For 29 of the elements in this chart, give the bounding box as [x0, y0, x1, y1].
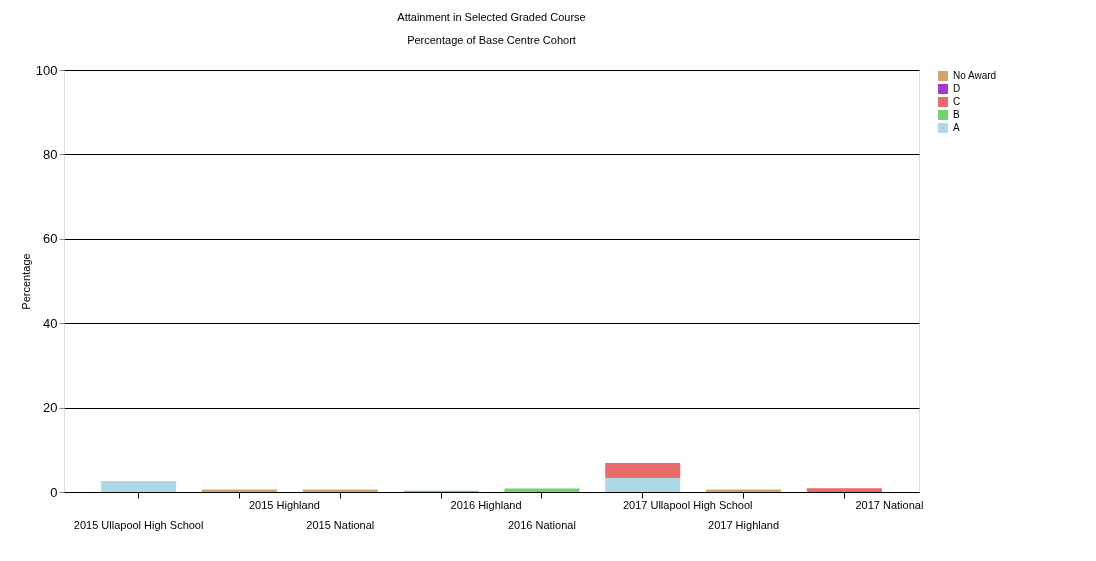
x-tick-label: 2015 National	[306, 519, 375, 531]
x-tick-label: 2015 Highland	[248, 499, 320, 511]
bar	[302, 489, 378, 492]
bar	[605, 478, 681, 492]
legend-label: B	[953, 109, 960, 120]
y-tick-label: 40	[43, 315, 58, 331]
y-tick-label: 20	[43, 400, 58, 416]
bar	[201, 489, 277, 492]
y-tick-label: 80	[43, 146, 58, 162]
bar	[706, 489, 782, 492]
legend-label: D	[953, 83, 961, 94]
y-tick-label: 0	[50, 484, 58, 500]
bar	[806, 488, 882, 492]
legend-label: C	[953, 96, 961, 107]
chart-subtitle: Percentage of Base Centre Cohort	[407, 34, 576, 46]
x-tick-label: 2016 Highland	[450, 499, 522, 511]
x-tick-label: 2015 Ullapool High School	[73, 519, 204, 531]
x-tick-label: 2017 Highland	[708, 519, 780, 531]
bar	[101, 481, 177, 492]
chart-title: Attainment in Selected Graded Course	[397, 11, 586, 23]
y-axis-title: Percentage	[19, 253, 32, 310]
legend-label: No Award	[953, 70, 997, 81]
x-tick-label: 2016 National	[507, 519, 576, 531]
y-tick-label: 60	[43, 231, 58, 247]
bar	[605, 462, 681, 479]
legend-label: A	[953, 122, 960, 133]
x-tick-label: 2017 National	[855, 499, 924, 511]
y-tick-label: 100	[35, 62, 58, 78]
x-tick-label: 2017 Ullapool High School	[622, 499, 753, 511]
